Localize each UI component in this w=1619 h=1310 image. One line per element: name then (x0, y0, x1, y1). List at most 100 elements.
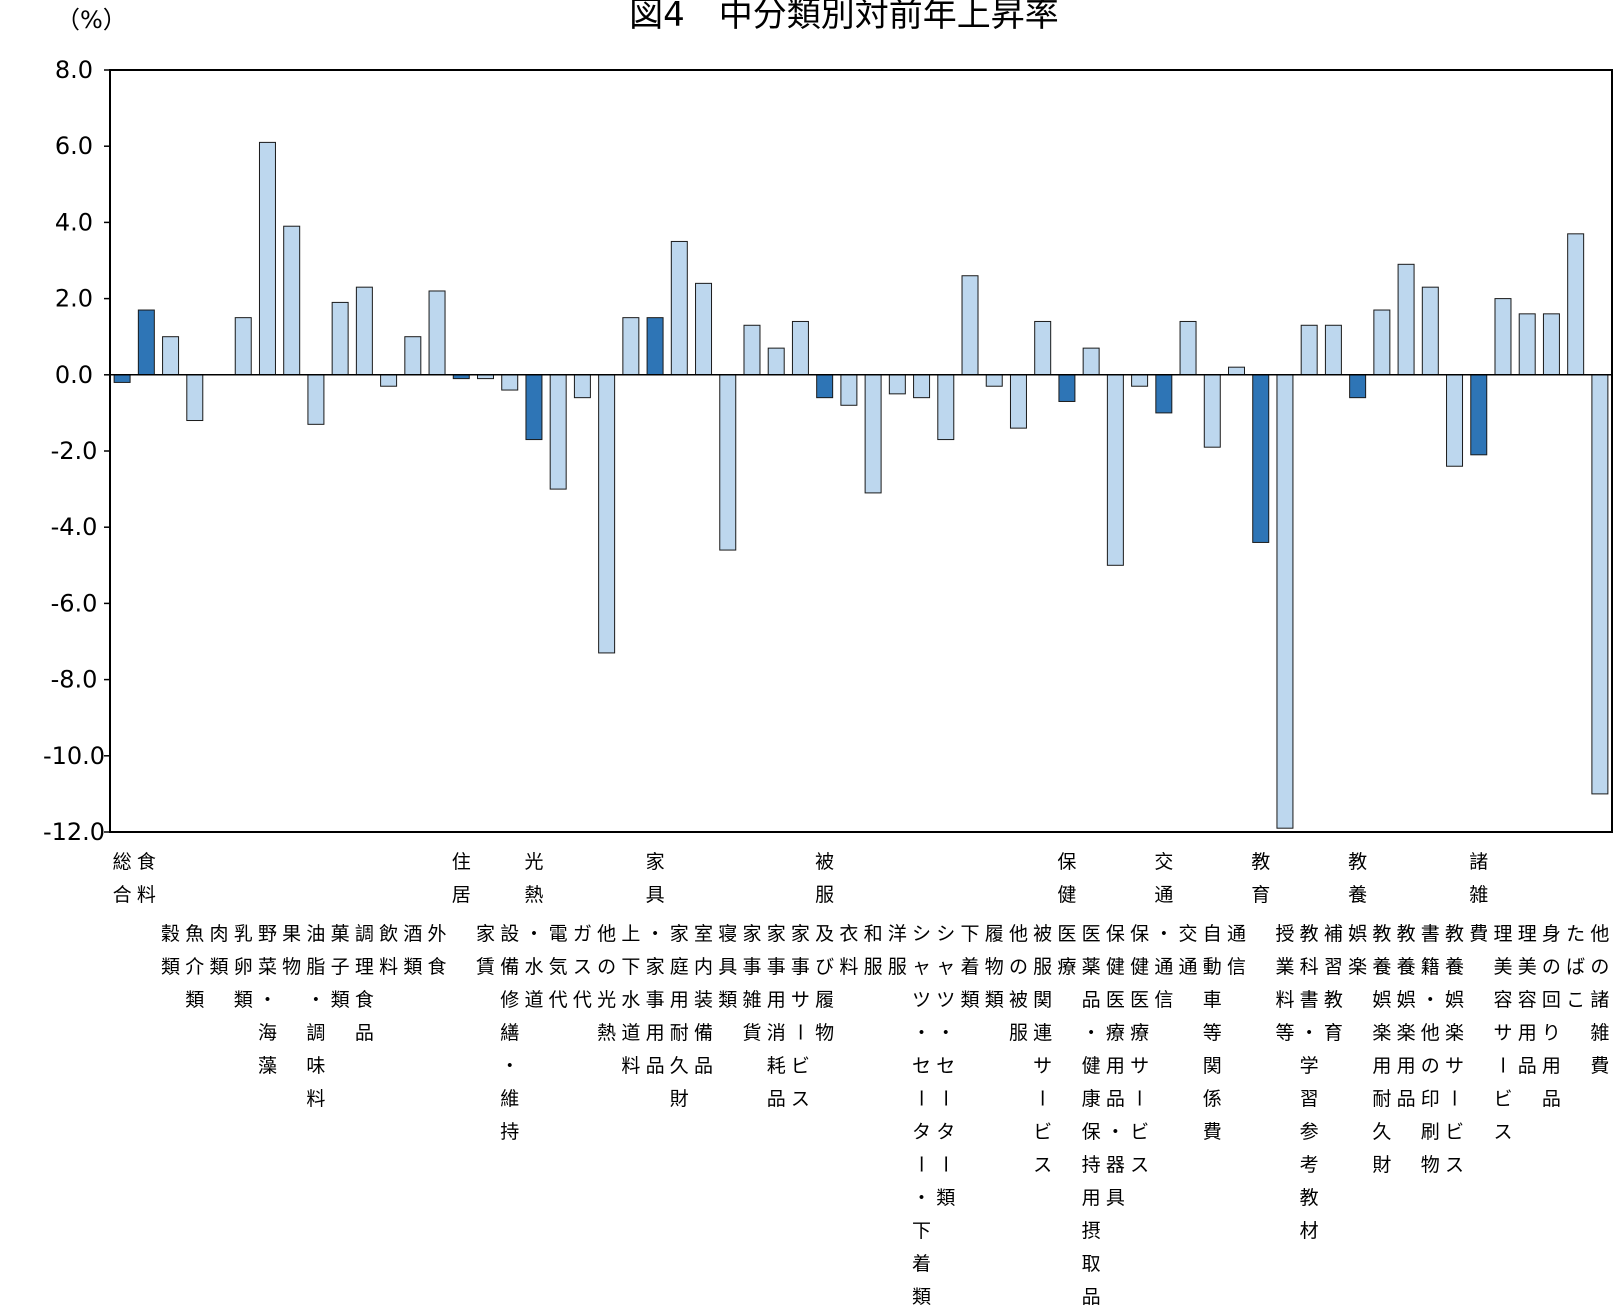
x-tick-label-char: 総 (113, 851, 132, 873)
x-tick-label-char: 保 (1082, 1121, 1101, 1143)
x-tick-label-char: 室 (694, 923, 713, 945)
x-tick-label-char: 料 (306, 1088, 325, 1110)
x-tick-label-char: 授 (1275, 923, 1294, 945)
x-tick-label-char: 自 (1203, 923, 1222, 945)
x-tick-label-char: 服 (1009, 1022, 1028, 1044)
bar-43 (1155, 374, 1173, 414)
x-tick-label: 履物類 (985, 923, 1004, 1011)
x-tick-label-char: 服 (1033, 956, 1052, 978)
x-tick-label-char: ビ (1033, 1121, 1052, 1143)
x-tick-label-char: 物 (1421, 1154, 1440, 1176)
x-tick-label-char: の (597, 956, 616, 978)
x-tick-label-char: サ (1445, 1055, 1464, 1077)
x-tick-label-char: 教 (1397, 923, 1416, 945)
x-tick-label-char: 医 (1130, 989, 1149, 1011)
bar-9 (331, 301, 349, 376)
x-tick-label: 乳卵類 (234, 923, 253, 1011)
x-tick-label-char: 乳 (234, 923, 253, 945)
x-tick-label-char: 類 (234, 989, 253, 1011)
y-tick-label: -10.0 (43, 742, 105, 770)
x-tick-label-char: 取 (1082, 1253, 1101, 1275)
x-tick-label-char: 考 (1300, 1154, 1319, 1176)
x-tick-label-char: 履 (815, 989, 834, 1011)
x-tick-label-char: タ (936, 1121, 955, 1143)
x-tick-label-char: 庭 (670, 956, 689, 978)
x-tick-label-char: 薬 (1082, 956, 1101, 978)
x-tick-label-char: 和 (864, 923, 883, 945)
x-tick-label: たばこ (1566, 923, 1585, 1011)
x-tick-label-char: サ (1130, 1055, 1149, 1077)
bar-55 (1446, 374, 1464, 467)
bar-0 (113, 374, 131, 383)
x-tick-label-char: ー (1031, 1088, 1053, 1107)
bar-25 (719, 374, 737, 551)
x-tick-label-char: ス (1493, 1121, 1512, 1143)
x-tick-label-char: 家 (646, 851, 665, 873)
x-tick-label-char: 回 (1542, 989, 1561, 1011)
x-tick-label-char: 水 (524, 956, 543, 978)
x-tick-label-char: ー (1443, 1088, 1465, 1107)
x-tick-label: 通信 (1227, 923, 1246, 978)
x-tick-label-char: 用 (670, 989, 689, 1011)
x-tick-label-char: 設 (500, 923, 519, 945)
x-tick-label-char: 具 (646, 884, 665, 906)
x-tick-label-char: 菜 (258, 956, 277, 978)
x-tick-label-char: 事 (791, 956, 810, 978)
x-tick-label-char: 補 (1324, 923, 1343, 945)
x-tick-label-char: 類 (961, 989, 980, 1011)
bar-27 (767, 347, 785, 376)
x-tick-label: 食料 (137, 851, 156, 906)
x-tick-label-char: 教 (1372, 923, 1391, 945)
x-tick-label-char: 事 (767, 956, 786, 978)
x-tick-label-char: 類 (403, 956, 422, 978)
x-tick-label-char: 容 (1493, 989, 1512, 1011)
x-tick-label: 外食 (428, 923, 447, 978)
bar-32 (888, 374, 906, 395)
x-tick-label-char: 費 (1203, 1121, 1222, 1143)
x-tick-label-char: 容 (1518, 989, 1537, 1011)
bar-39 (1058, 374, 1076, 402)
x-tick-label-char: 品 (694, 1055, 713, 1077)
x-tick-label-char: 楽 (1372, 1022, 1391, 1044)
bar-21 (622, 317, 640, 376)
bar-47 (1252, 374, 1270, 543)
x-tick-label-char: ・ (1106, 1121, 1125, 1143)
bar-42 (1131, 374, 1149, 387)
x-tick-label-char: ・ (1154, 923, 1173, 945)
x-tick-label-char: 物 (815, 1022, 834, 1044)
x-tick-label-char: 子 (331, 956, 350, 978)
x-tick-label-char: 消 (767, 1022, 786, 1044)
x-tick-label-char: 脂 (306, 956, 325, 978)
x-tick-label-char: 品 (646, 1055, 665, 1077)
x-tick-label-char: 品 (767, 1088, 786, 1110)
bar-35 (961, 275, 979, 376)
x-tick-label-char: ス (1033, 1154, 1052, 1176)
x-tick-label-char: 野 (258, 923, 277, 945)
x-tick-label-char: 書 (1421, 923, 1440, 945)
bar-34 (937, 374, 955, 441)
x-tick-label-char: 印 (1421, 1088, 1440, 1110)
bar-20 (598, 374, 616, 654)
x-tick-label-char: 品 (355, 1022, 374, 1044)
x-tick-label-char: ビ (1445, 1121, 1464, 1143)
x-tick-label-char: 酒 (403, 923, 422, 945)
x-tick-label-char: 関 (1203, 1055, 1222, 1077)
x-tick-label-char: 通 (1227, 923, 1246, 945)
x-tick-label-char: 学 (1300, 1055, 1319, 1077)
x-tick-label-char: 理 (1493, 923, 1512, 945)
x-tick-label-char: ャ (936, 956, 955, 978)
x-tick-label-char: 連 (1033, 1022, 1052, 1044)
bar-16 (501, 374, 519, 391)
x-tick-label: 酒類 (403, 923, 422, 978)
x-tick-label-char: 耐 (670, 1022, 689, 1044)
x-tick-label-char: 道 (524, 989, 543, 1011)
x-tick-label-char: 他 (1009, 923, 1028, 945)
x-tick-label-char: ・ (912, 1022, 931, 1044)
x-tick-label: 果物 (282, 923, 301, 978)
x-tick-label-char: の (1542, 956, 1561, 978)
